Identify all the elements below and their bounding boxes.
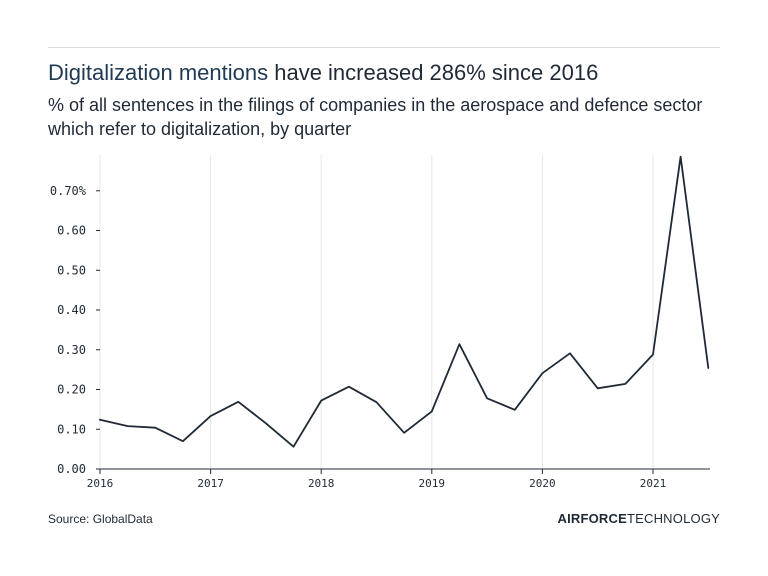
y-tick-label: 0.50 (57, 263, 86, 277)
x-tick-label: 2021 (640, 477, 667, 490)
data-point (154, 427, 156, 429)
data-point (486, 397, 488, 399)
x-tick-label: 2016 (87, 477, 114, 490)
data-point (376, 401, 378, 403)
data-point (569, 352, 571, 354)
data-point (293, 446, 295, 448)
data-point (597, 387, 599, 389)
axis-layer (96, 190, 710, 474)
y-tick-label: 0.70% (50, 184, 87, 198)
data-point (652, 354, 654, 356)
data-point (458, 343, 460, 345)
data-point (237, 401, 239, 403)
data-point (99, 419, 101, 421)
title-highlight: Digitalization mentions (48, 60, 269, 85)
label-layer: 0.00 0.10 0.20 0.30 0.40 0.50 0.60 0.70% 2016 201… (50, 184, 666, 490)
data-point (265, 422, 267, 424)
brand-bold: AIRFORCE (557, 511, 627, 526)
data-point (210, 415, 212, 417)
data-point (182, 440, 184, 442)
x-tick-label: 2017 (197, 477, 224, 490)
title-rest: have increased 286% since 2016 (268, 60, 599, 85)
chart-title: Digitalization mentions have increased 2… (48, 58, 598, 88)
x-tick-label: 2018 (308, 477, 335, 490)
y-tick-label: 0.30 (57, 343, 86, 357)
data-point (707, 367, 709, 369)
data-point (541, 372, 543, 374)
data-point (680, 156, 682, 158)
y-tick-label: 0.10 (57, 422, 86, 436)
source-note: Source: GlobalData (48, 512, 153, 526)
grid-layer (99, 155, 654, 469)
x-tick-label: 2020 (529, 477, 556, 490)
series-layer (99, 155, 710, 448)
brand-light: TECHNOLOGY (626, 511, 720, 526)
y-tick-label: 0.00 (57, 462, 86, 476)
data-point (431, 410, 433, 412)
y-tick-label: 0.60 (57, 224, 86, 238)
chart-subtitle: % of all sentences in the filings of com… (48, 95, 703, 139)
data-point (348, 386, 350, 388)
brand-logo: AIRFORCETECHNOLOGY (557, 511, 720, 526)
y-tick-label: 0.20 (57, 383, 86, 397)
data-point (624, 383, 626, 385)
data-point (514, 409, 516, 411)
top-rule (48, 47, 720, 48)
x-tick-label: 2019 (419, 477, 446, 490)
data-point (403, 432, 405, 434)
data-point (127, 425, 129, 427)
series-line (99, 155, 710, 448)
y-tick-label: 0.40 (57, 303, 86, 317)
data-point (320, 400, 322, 402)
